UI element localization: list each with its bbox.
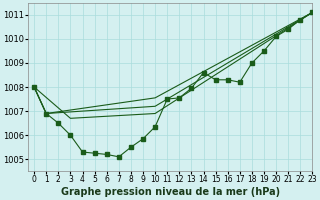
X-axis label: Graphe pression niveau de la mer (hPa): Graphe pression niveau de la mer (hPa) xyxy=(61,187,280,197)
